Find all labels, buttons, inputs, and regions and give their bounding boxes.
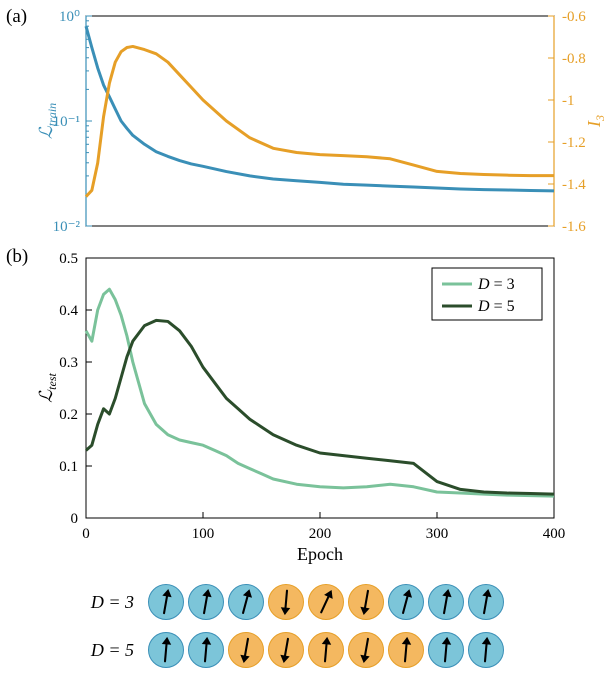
spin-site bbox=[468, 584, 504, 620]
svg-text:D = 5: D = 5 bbox=[477, 298, 515, 315]
svg-text:200: 200 bbox=[309, 526, 332, 542]
svg-text:0: 0 bbox=[71, 511, 79, 527]
spin-site bbox=[428, 632, 464, 668]
svg-text:-1.4: -1.4 bbox=[562, 177, 586, 193]
spin-chain-d3 bbox=[146, 584, 506, 620]
svg-text:-1: -1 bbox=[562, 93, 575, 109]
panel-a-chart: 10⁻²10⁻¹10⁰-1.6-1.4-1.2-1-0.8-0.6ℒtrainI… bbox=[38, 6, 608, 236]
spin-site bbox=[268, 632, 304, 668]
spin-row-d3-label: D = 3 bbox=[66, 592, 134, 613]
spin-site bbox=[228, 584, 264, 620]
svg-text:D = 3: D = 3 bbox=[477, 276, 515, 293]
svg-text:100: 100 bbox=[192, 526, 215, 542]
spin-site bbox=[428, 584, 464, 620]
svg-text:0.3: 0.3 bbox=[59, 355, 78, 371]
panel-b-label: (b) bbox=[6, 246, 28, 268]
svg-text:-0.6: -0.6 bbox=[562, 9, 586, 25]
panel-a-label: (a) bbox=[6, 6, 27, 28]
spin-site bbox=[268, 584, 304, 620]
figure-container: (a) 10⁻²10⁻¹10⁰-1.6-1.4-1.2-1-0.8-0.6ℒtr… bbox=[0, 0, 612, 692]
svg-text:0.1: 0.1 bbox=[59, 459, 78, 475]
svg-text:-0.8: -0.8 bbox=[562, 51, 586, 67]
spin-site bbox=[308, 632, 344, 668]
spin-site bbox=[308, 584, 344, 620]
spin-site bbox=[468, 632, 504, 668]
svg-text:0.4: 0.4 bbox=[59, 303, 78, 319]
spin-row-d5: D = 5 bbox=[66, 632, 506, 668]
spin-site bbox=[188, 632, 224, 668]
svg-text:ℒtrain: ℒtrain bbox=[38, 103, 59, 139]
svg-text:400: 400 bbox=[543, 526, 566, 542]
svg-text:ℒtest: ℒtest bbox=[38, 373, 59, 403]
svg-text:0.2: 0.2 bbox=[59, 407, 78, 423]
svg-text:10⁰: 10⁰ bbox=[59, 9, 80, 25]
svg-text:I3: I3 bbox=[584, 115, 607, 128]
svg-text:300: 300 bbox=[426, 526, 449, 542]
spin-site bbox=[148, 632, 184, 668]
svg-text:-1.2: -1.2 bbox=[562, 135, 586, 151]
spin-site bbox=[148, 584, 184, 620]
spin-site bbox=[388, 584, 424, 620]
spin-site bbox=[348, 584, 384, 620]
spin-site bbox=[388, 632, 424, 668]
svg-text:Epoch: Epoch bbox=[297, 544, 343, 564]
spin-row-d3: D = 3 bbox=[66, 584, 506, 620]
spin-site bbox=[348, 632, 384, 668]
svg-text:-1.6: -1.6 bbox=[562, 219, 586, 235]
svg-text:10⁻²: 10⁻² bbox=[53, 219, 81, 235]
spin-site bbox=[228, 632, 264, 668]
svg-text:0: 0 bbox=[82, 526, 90, 542]
spin-chain-d5 bbox=[146, 632, 506, 668]
panel-b-chart: 0 100 200 300 400 0 0.1 0.2 0.3 0.4 0.5 Epoch ℒtest D… bbox=[38, 250, 608, 570]
spin-row-d5-label: D = 5 bbox=[66, 640, 134, 661]
spin-site bbox=[188, 584, 224, 620]
svg-text:0.5: 0.5 bbox=[59, 251, 78, 267]
